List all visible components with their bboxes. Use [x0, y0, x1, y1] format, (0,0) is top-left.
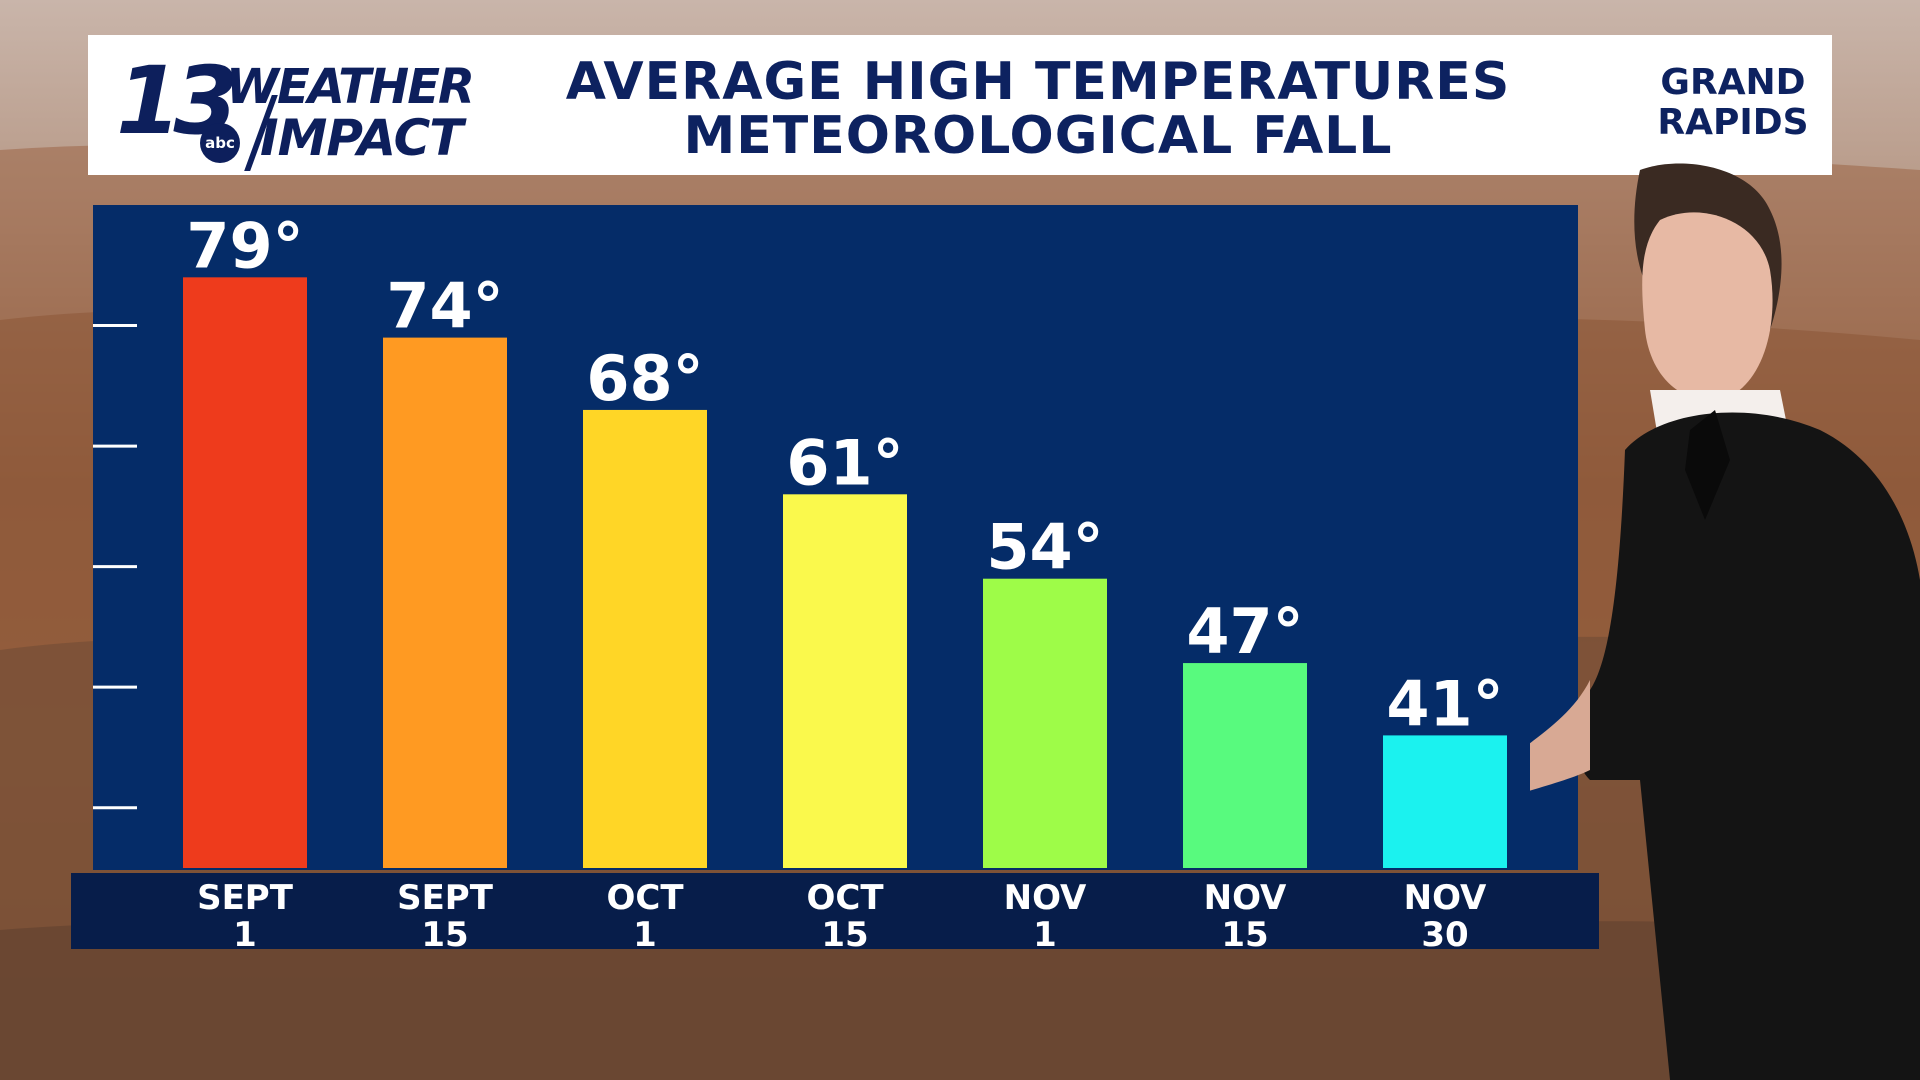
chart-title: AVERAGE HIGH TEMPERATURES METEOROLOGICAL… [528, 55, 1548, 163]
bar [983, 578, 1107, 868]
logo-word-impact: IMPACT [260, 109, 463, 167]
bar-data-label: 68° [586, 342, 703, 415]
x-tick-label: 1 [1033, 915, 1057, 955]
bar-data-label: 74° [386, 270, 503, 343]
bar [1383, 735, 1507, 868]
location-label: GRAND RAPIDS [1648, 63, 1818, 143]
x-tick-label: SEPT [397, 878, 494, 918]
location-line-2: RAPIDS [1657, 102, 1809, 143]
bar [783, 494, 907, 868]
presenter-figure [1530, 163, 1920, 1080]
bar-data-label: 79° [186, 209, 303, 282]
x-tick-label: 30 [1421, 915, 1468, 955]
logo-word-weather: WEATHER [226, 59, 475, 115]
x-tick-label: 1 [233, 915, 257, 955]
bar [383, 337, 507, 869]
location-line-1: GRAND [1660, 62, 1806, 103]
bar-data-label: 47° [1186, 595, 1303, 668]
bar-data-label: 41° [1386, 667, 1503, 740]
title-line-1: AVERAGE HIGH TEMPERATURES [565, 52, 1511, 112]
station-logo: 13 abc WEATHER IMPACT [108, 51, 488, 171]
bar [183, 277, 307, 868]
title-line-2: METEOROLOGICAL FALL [683, 106, 1393, 166]
x-tick-label: 15 [421, 915, 468, 955]
x-tick-label: 1 [633, 915, 657, 955]
abc-logo-badge: abc [200, 123, 240, 163]
x-tick-label: 15 [1221, 915, 1268, 955]
header-banner: 13 abc WEATHER IMPACT AVERAGE HIGH TEMPE… [88, 35, 1832, 175]
x-tick-label: NOV [1204, 878, 1287, 918]
bar [583, 409, 707, 868]
x-tick-label: SEPT [197, 878, 294, 918]
x-tick-label: 15 [821, 915, 868, 955]
x-tick-label: OCT [806, 878, 884, 918]
x-axis-band [71, 873, 1599, 949]
bar [1183, 663, 1307, 868]
bar-data-label: 54° [986, 511, 1103, 584]
x-tick-label: NOV [1004, 878, 1087, 918]
x-tick-label: OCT [606, 878, 684, 918]
x-tick-label: NOV [1404, 878, 1487, 918]
bar-data-label: 61° [786, 426, 903, 499]
